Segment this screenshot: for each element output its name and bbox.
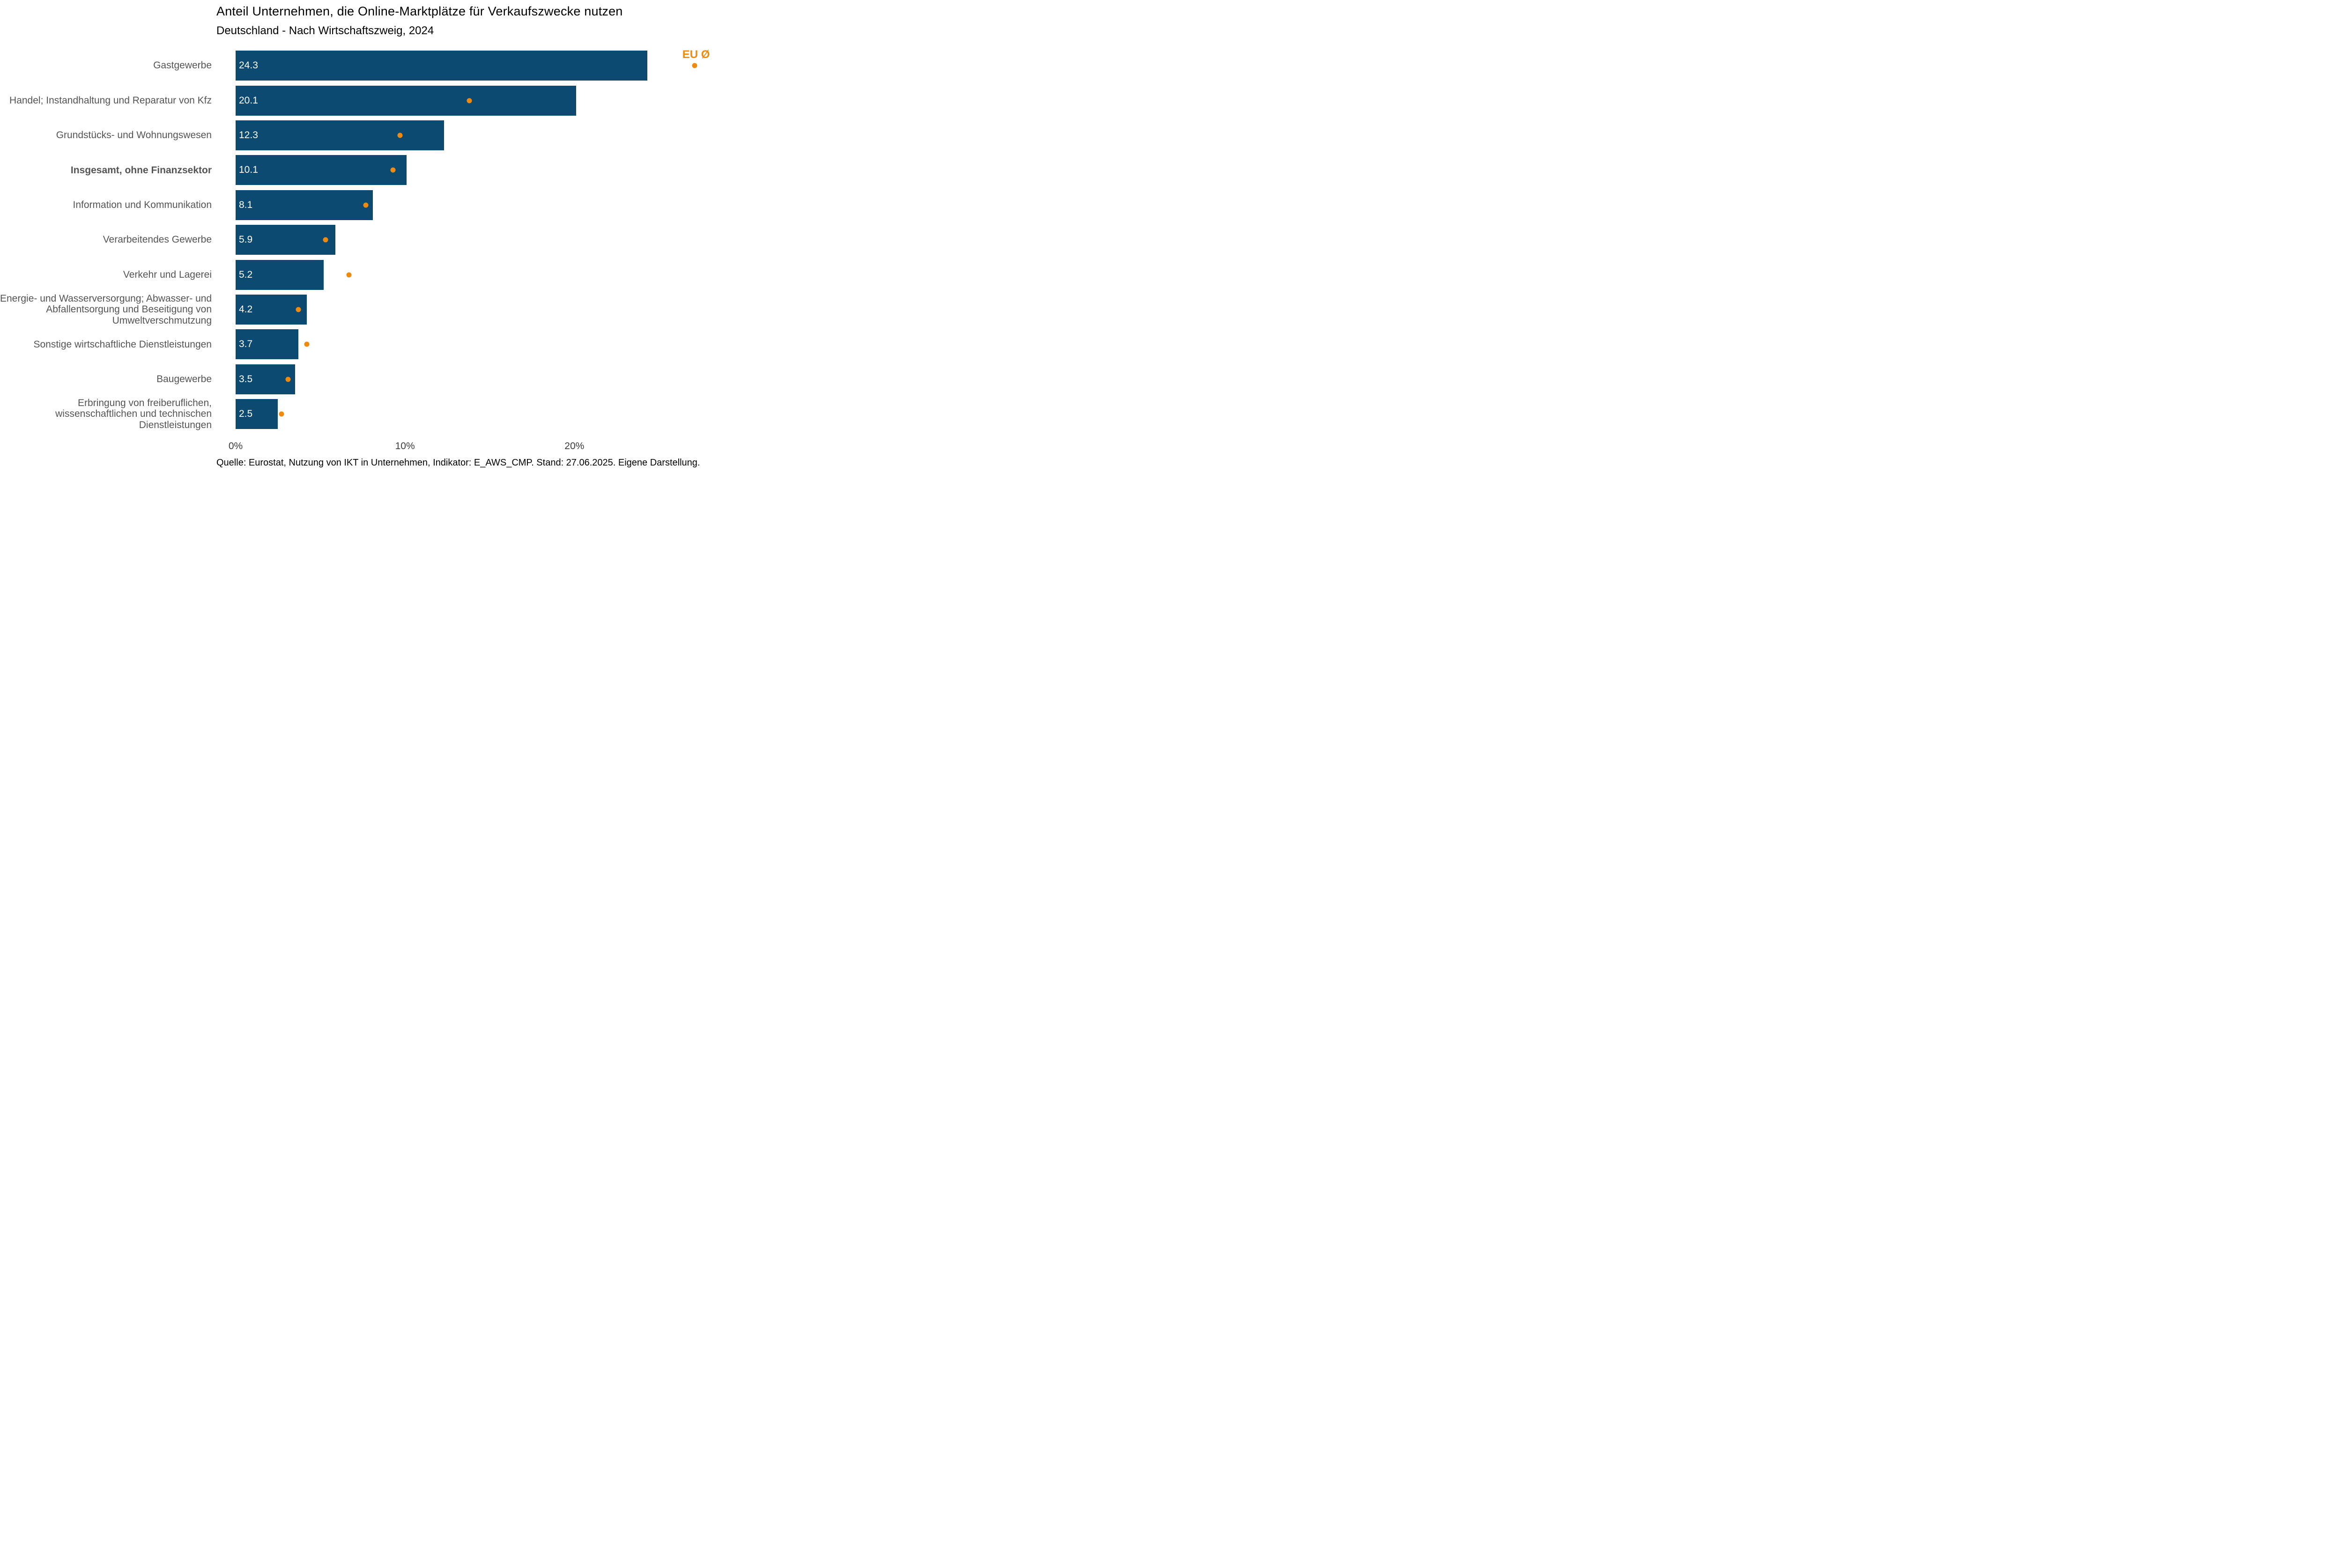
bar-value-label: 3.7 <box>239 339 253 350</box>
bar-track: 3.7 <box>236 329 724 360</box>
chart-row: Insgesamt, ohne Finanzsektor 10.1 <box>0 153 724 187</box>
eu-average-dot <box>296 307 301 312</box>
chart-row: Gastgewerbe 24.3 <box>0 48 724 83</box>
chart-row: Handel; Instandhaltung und Reparatur von… <box>0 83 724 118</box>
eu-average-dot <box>363 202 369 208</box>
x-axis-tick-label: 0% <box>228 441 243 451</box>
category-label: Gastgewerbe <box>153 60 212 71</box>
plot-area: Gastgewerbe 24.3 Handel; Instandhaltung un… <box>0 48 724 431</box>
eu-average-dot <box>397 133 403 138</box>
value-bar: 24.3 <box>236 51 647 81</box>
bar-value-label: 10.1 <box>239 164 258 176</box>
bar-track: 4.2 <box>236 294 724 325</box>
bar-track: 10.1 <box>236 155 724 185</box>
bar-value-label: 4.2 <box>239 303 253 315</box>
eu-average-dot <box>390 167 396 173</box>
eu-average-dot <box>279 411 284 417</box>
source-note: Quelle: Eurostat, Nutzung von IKT in Unt… <box>216 458 700 468</box>
eu-average-dot <box>304 341 310 347</box>
eu-average-legend-label: EU Ø <box>682 48 710 61</box>
x-axis-tick-label: 10% <box>395 441 415 451</box>
bar-value-label: 3.5 <box>239 373 253 385</box>
bar-track: 2.5 <box>236 399 724 429</box>
category-label: Verarbeitendes Gewerbe <box>103 234 212 245</box>
value-bar: 2.5 <box>236 399 278 429</box>
chart-row: Baugewerbe 3.5 <box>0 362 724 397</box>
chart-row: Erbringung von freiberuflichen, wissensch… <box>0 397 724 431</box>
value-bar: 3.5 <box>236 364 295 394</box>
value-bar: 20.1 <box>236 85 576 116</box>
category-label: Energie- und Wasserversorgung; Abwasser-… <box>0 293 212 326</box>
bar-value-label: 24.3 <box>239 60 258 71</box>
chart-row: Grundstücks- und Wohnungswesen 12.3 <box>0 118 724 153</box>
eu-average-dot <box>346 272 352 278</box>
value-bar: 5.2 <box>236 259 324 290</box>
category-label: Handel; Instandhaltung und Reparatur von… <box>9 95 212 106</box>
bar-value-label: 5.2 <box>239 269 253 280</box>
eu-average-dot <box>285 377 291 382</box>
value-bar: 8.1 <box>236 190 373 220</box>
bar-track: 20.1 <box>236 85 724 116</box>
category-label: Sonstige wirtschaftliche Dienstleistunge… <box>33 339 212 350</box>
value-bar: 10.1 <box>236 155 407 185</box>
chart-subtitle: Deutschland - Nach Wirtschaftszweig, 202… <box>216 24 434 37</box>
bar-value-label: 5.9 <box>239 234 253 245</box>
chart-title: Anteil Unternehmen, die Online-Marktplät… <box>216 4 623 18</box>
chart-row: Verarbeitendes Gewerbe 5.9 <box>0 222 724 257</box>
x-axis-tick-label: 20% <box>564 441 585 451</box>
category-label: Grundstücks- und Wohnungswesen <box>56 130 212 141</box>
category-label: Baugewerbe <box>156 373 212 385</box>
chart-row: Sonstige wirtschaftliche Dienstleistunge… <box>0 327 724 362</box>
x-axis: 0% 10% 20% <box>229 441 724 454</box>
bar-chart: Anteil Unternehmen, die Online-Marktplät… <box>0 0 724 470</box>
bar-value-label: 2.5 <box>239 408 253 420</box>
chart-row: Verkehr und Lagerei 5.2 <box>0 257 724 292</box>
chart-row: Information und Kommunikation 8.1 <box>0 188 724 222</box>
bar-track: 3.5 <box>236 364 724 394</box>
category-label: Information und Kommunikation <box>73 200 212 210</box>
bar-track: 5.9 <box>236 225 724 255</box>
category-label: Insgesamt, ohne Finanzsektor <box>70 164 212 176</box>
chart-row: Energie- und Wasserversorgung; Abwasser-… <box>0 292 724 327</box>
category-label: Verkehr und Lagerei <box>123 269 212 280</box>
bar-track: 8.1 <box>236 190 724 220</box>
eu-average-dot <box>323 237 328 243</box>
eu-average-dot <box>692 63 697 68</box>
value-bar: 5.9 <box>236 225 336 255</box>
bar-track: 24.3 <box>236 51 724 81</box>
eu-average-dot <box>467 98 472 104</box>
bar-track: 12.3 <box>236 120 724 150</box>
bar-value-label: 8.1 <box>239 199 253 210</box>
bar-value-label: 20.1 <box>239 95 258 106</box>
bar-value-label: 12.3 <box>239 129 258 141</box>
category-label: Erbringung von freiberuflichen, wissensch… <box>55 397 212 430</box>
value-bar: 12.3 <box>236 120 444 150</box>
bar-track: 5.2 <box>236 259 724 290</box>
value-bar: 4.2 <box>236 294 307 325</box>
value-bar: 3.7 <box>236 329 298 360</box>
